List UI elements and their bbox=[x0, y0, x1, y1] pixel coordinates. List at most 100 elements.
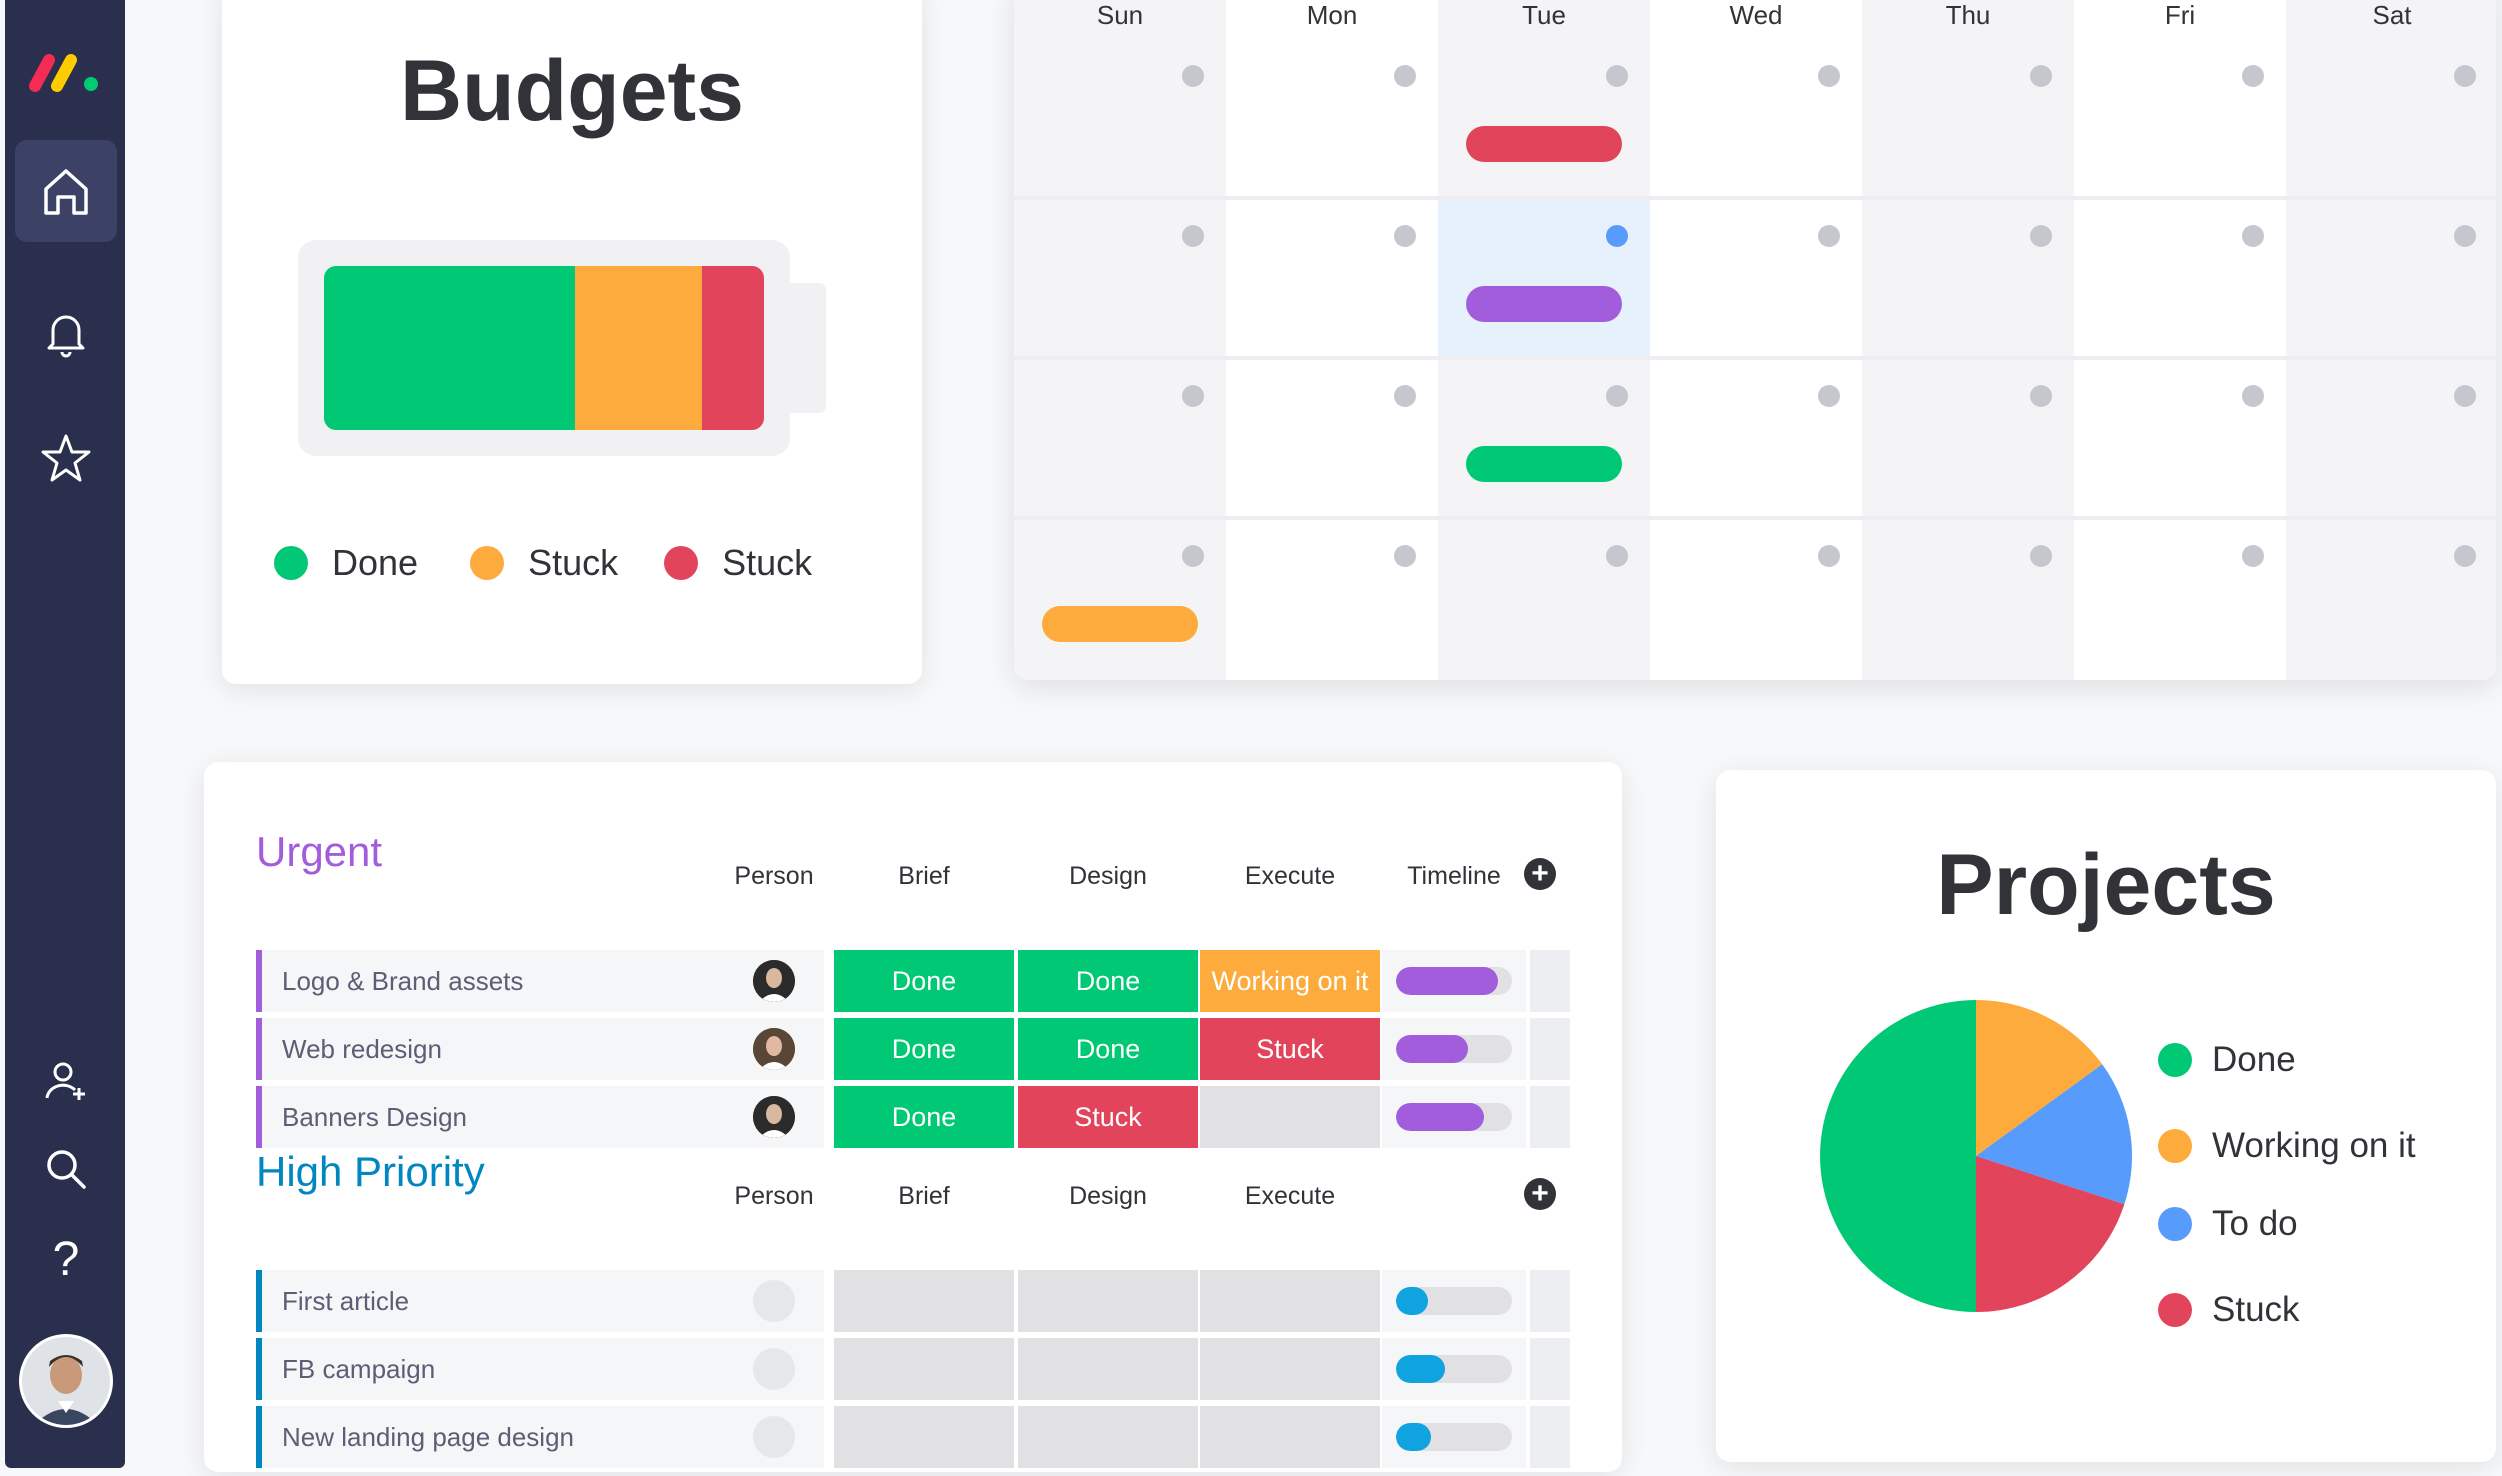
brief-status-cell[interactable]: Done bbox=[834, 1018, 1014, 1080]
column-header[interactable]: Execute bbox=[1244, 862, 1336, 890]
calendar-day-dot[interactable] bbox=[1606, 385, 1628, 407]
execute-status-cell[interactable]: Working on it bbox=[1200, 950, 1380, 1012]
calendar-day-dot[interactable] bbox=[1394, 225, 1416, 247]
timeline-cell[interactable] bbox=[1382, 1406, 1526, 1468]
column-header[interactable]: Person bbox=[734, 862, 814, 890]
calendar-day-dot[interactable] bbox=[1182, 225, 1204, 247]
calendar-event[interactable] bbox=[1466, 286, 1622, 322]
nav-help[interactable]: ? bbox=[15, 1208, 117, 1310]
person-cell[interactable] bbox=[724, 1018, 824, 1080]
timeline-cell[interactable] bbox=[1382, 1086, 1526, 1148]
calendar-day-dot[interactable] bbox=[2030, 545, 2052, 567]
item-name[interactable]: New landing page design bbox=[256, 1406, 726, 1468]
nav-favorites[interactable] bbox=[15, 407, 117, 509]
calendar-event[interactable] bbox=[1042, 606, 1198, 642]
brief-status-cell[interactable]: Done bbox=[834, 950, 1014, 1012]
calendar-day-dot[interactable] bbox=[1182, 385, 1204, 407]
item-name[interactable]: Logo & Brand assets bbox=[256, 950, 726, 1012]
brief-status-cell[interactable] bbox=[834, 1270, 1014, 1332]
calendar-day-dot[interactable] bbox=[1606, 65, 1628, 87]
user-avatar[interactable] bbox=[19, 1334, 113, 1428]
calendar-day-dot[interactable] bbox=[1394, 65, 1416, 87]
brief-status-cell[interactable]: Done bbox=[834, 1086, 1014, 1148]
calendar-day-dot[interactable] bbox=[1818, 385, 1840, 407]
design-status-cell[interactable]: Done bbox=[1018, 1018, 1198, 1080]
calendar-day-dot[interactable] bbox=[2030, 385, 2052, 407]
column-header[interactable]: Timeline bbox=[1407, 862, 1501, 890]
item-name[interactable]: Web redesign bbox=[256, 1018, 726, 1080]
table-row[interactable]: New landing page design bbox=[256, 1406, 1586, 1468]
calendar-day-dot[interactable] bbox=[1606, 225, 1628, 247]
design-status-cell[interactable]: Stuck bbox=[1018, 1086, 1198, 1148]
person-cell[interactable] bbox=[724, 950, 824, 1012]
pie-slice-to-do[interactable] bbox=[1976, 1064, 2132, 1205]
design-status-cell[interactable] bbox=[1018, 1406, 1198, 1468]
calendar-day-dot[interactable] bbox=[1182, 545, 1204, 567]
nav-search[interactable] bbox=[15, 1118, 117, 1220]
calendar-day-dot[interactable] bbox=[1182, 65, 1204, 87]
calendar-day-dot[interactable] bbox=[1606, 545, 1628, 567]
calendar-day-dot[interactable] bbox=[1818, 545, 1840, 567]
add-column-icon[interactable]: + bbox=[1524, 858, 1556, 890]
item-name[interactable]: Banners Design bbox=[256, 1086, 726, 1148]
calendar-day-dot[interactable] bbox=[2454, 385, 2476, 407]
timeline-cell[interactable] bbox=[1382, 1338, 1526, 1400]
table-row[interactable]: Web redesign Done Done Stuck bbox=[256, 1018, 1586, 1080]
table-row[interactable]: FB campaign bbox=[256, 1338, 1586, 1400]
design-status-cell[interactable] bbox=[1018, 1270, 1198, 1332]
column-header[interactable]: Brief bbox=[898, 862, 950, 890]
group-title[interactable]: High Priority bbox=[256, 1148, 485, 1195]
nav-notifications[interactable] bbox=[15, 282, 117, 384]
design-status-cell[interactable]: Done bbox=[1018, 950, 1198, 1012]
brief-status-cell[interactable] bbox=[834, 1406, 1014, 1468]
calendar-day-dot[interactable] bbox=[2242, 65, 2264, 87]
calendar-day-dot[interactable] bbox=[1818, 65, 1840, 87]
execute-status-cell[interactable] bbox=[1200, 1086, 1380, 1148]
brief-status-cell[interactable] bbox=[834, 1338, 1014, 1400]
calendar-day-dot[interactable] bbox=[1394, 545, 1416, 567]
design-status-cell[interactable] bbox=[1018, 1338, 1198, 1400]
calendar-day-dot[interactable] bbox=[2242, 225, 2264, 247]
execute-status-cell[interactable] bbox=[1200, 1338, 1380, 1400]
monday-logo[interactable] bbox=[27, 48, 103, 94]
column-header[interactable]: Design bbox=[1069, 1182, 1147, 1210]
item-name[interactable]: First article bbox=[256, 1270, 726, 1332]
calendar-day-dot[interactable] bbox=[2242, 545, 2264, 567]
timeline-cell[interactable] bbox=[1382, 1270, 1526, 1332]
column-header[interactable]: Brief bbox=[898, 1182, 950, 1210]
calendar-event[interactable] bbox=[1466, 126, 1622, 162]
add-column-icon[interactable]: + bbox=[1524, 1178, 1556, 1210]
pie-slice-done[interactable] bbox=[1820, 1000, 1976, 1312]
calendar-day-dot[interactable] bbox=[2030, 65, 2052, 87]
pie-slice-working-on-it[interactable] bbox=[1976, 1000, 2103, 1156]
group-title[interactable]: Urgent bbox=[256, 828, 383, 875]
calendar-day-dot[interactable] bbox=[2242, 385, 2264, 407]
calendar-day-dot[interactable] bbox=[2454, 65, 2476, 87]
person-cell[interactable] bbox=[724, 1338, 824, 1400]
person-cell[interactable] bbox=[724, 1406, 824, 1468]
calendar-event[interactable] bbox=[1466, 446, 1622, 482]
timeline-cell[interactable] bbox=[1382, 1018, 1526, 1080]
table-row[interactable]: First article bbox=[256, 1270, 1586, 1332]
column-header[interactable]: Person bbox=[734, 1182, 814, 1210]
table-row[interactable]: Banners Design Done Stuck bbox=[256, 1086, 1586, 1148]
calendar-day-dot[interactable] bbox=[2454, 545, 2476, 567]
column-header[interactable]: Execute bbox=[1244, 1182, 1336, 1210]
execute-status-cell[interactable] bbox=[1200, 1270, 1380, 1332]
calendar-selected-cell[interactable] bbox=[1438, 200, 1650, 360]
execute-status-cell[interactable]: Stuck bbox=[1200, 1018, 1380, 1080]
execute-status-cell[interactable] bbox=[1200, 1406, 1380, 1468]
column-header[interactable]: Design bbox=[1069, 862, 1147, 890]
table-row[interactable]: Logo & Brand assets Done Done Working on it bbox=[256, 950, 1586, 1012]
pie-slice-stuck[interactable] bbox=[1976, 1156, 2125, 1312]
timeline-cell[interactable] bbox=[1382, 950, 1526, 1012]
nav-home[interactable] bbox=[15, 140, 117, 242]
item-name[interactable]: FB campaign bbox=[256, 1338, 726, 1400]
calendar-day-dot[interactable] bbox=[1818, 225, 1840, 247]
person-cell[interactable] bbox=[724, 1086, 824, 1148]
calendar-day-dot[interactable] bbox=[2030, 225, 2052, 247]
calendar-day-dot[interactable] bbox=[2454, 225, 2476, 247]
calendar-day-dot[interactable] bbox=[1394, 385, 1416, 407]
nav-invite[interactable] bbox=[15, 1030, 117, 1132]
person-cell[interactable] bbox=[724, 1270, 824, 1332]
